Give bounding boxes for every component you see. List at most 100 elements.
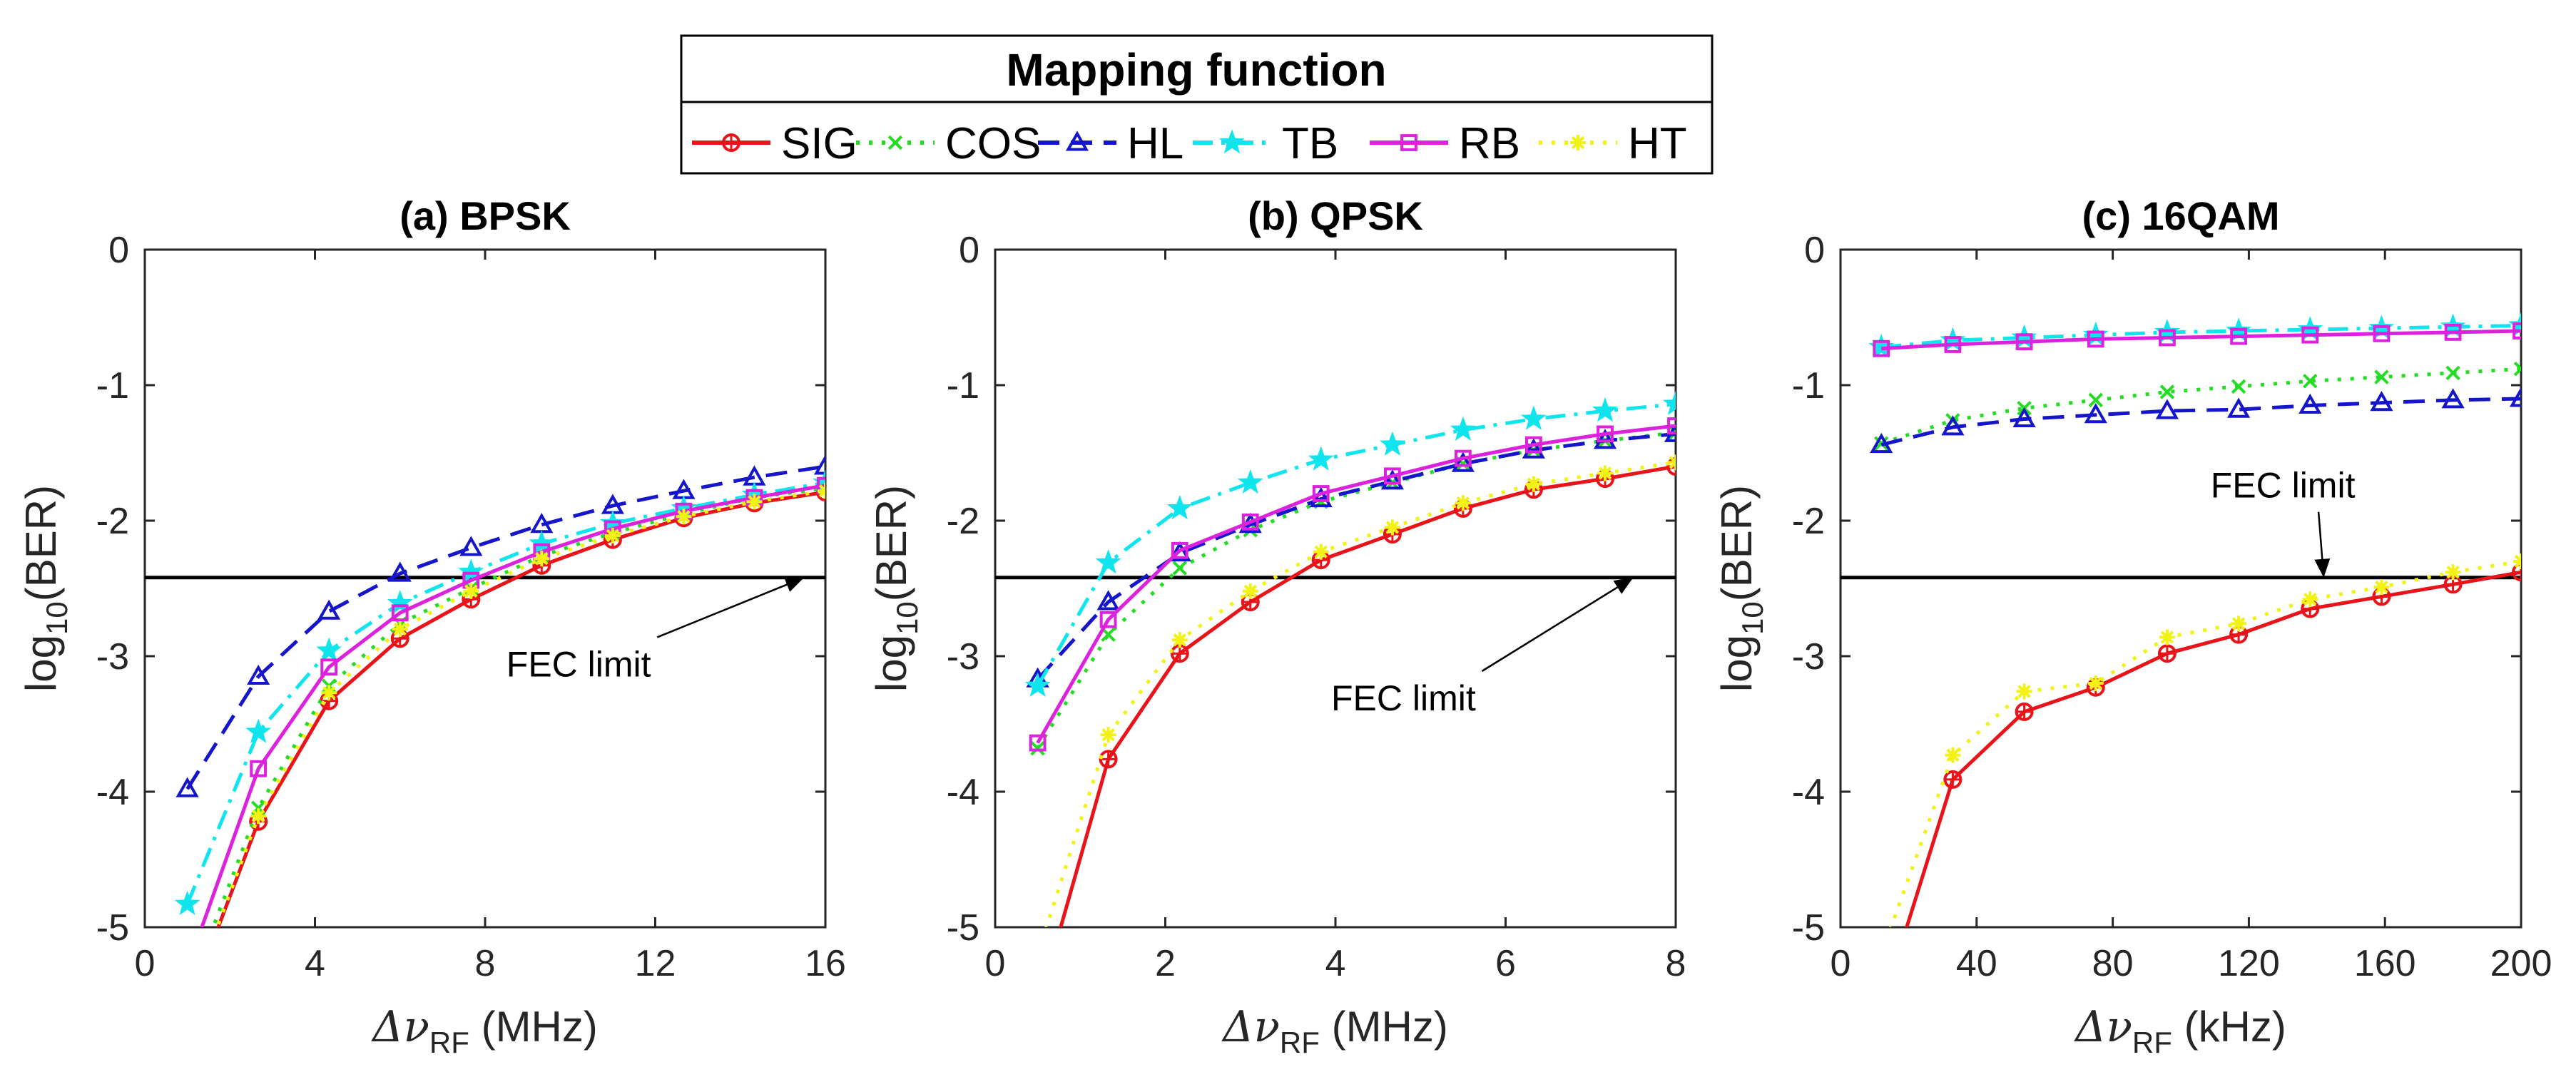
data-point-ht (2445, 564, 2461, 581)
data-point-tb (1520, 405, 1547, 430)
data-point-ht (1100, 727, 1116, 743)
data-point-ht (1525, 476, 1542, 492)
x-tick-label: 120 (2218, 943, 2280, 984)
data-point-rb (2444, 324, 2462, 341)
data-point-sig (1099, 750, 1118, 769)
axis-ticks: 0 40 80 120 160 200 0 -1 -2 -3 -4 -5 (1792, 230, 2552, 984)
axis-ticks: 0 2 4 6 8 0 -1 -2 -3 -4 -5 (947, 230, 1686, 984)
data-point-tb (1663, 390, 1676, 415)
data-point-rb (1171, 541, 1188, 559)
series-ht (180, 483, 825, 1016)
panel-title: (c) 16QAM (2082, 193, 2280, 238)
fec-limit-label: FEC limit (1331, 678, 1476, 718)
fec-limit-arrow (2314, 511, 2331, 578)
series-line-hl (1036, 432, 1676, 680)
panel-title: (b) QPSK (1248, 193, 1423, 238)
panel-16qam: (c) 16QAM 0 40 80 120 160 200 0 -1 -2 -3 -4 -5 log10… (1713, 193, 2552, 1059)
data-point-tb (316, 637, 342, 662)
x-tick-label: 12 (635, 943, 676, 984)
data-point-hl (813, 454, 825, 475)
legend-item-tb: TB (1193, 119, 1338, 168)
y-tick-label: -1 (947, 365, 979, 407)
data-point-rb (1241, 514, 1259, 531)
data-point-hl (1451, 451, 1475, 472)
series-cos (1874, 361, 2521, 451)
series-line-rb (1881, 329, 2521, 351)
data-point-hl (2509, 387, 2521, 407)
legend-label: SIG (781, 119, 857, 168)
series-line-rb (200, 484, 825, 927)
data-point-sig (1943, 770, 1962, 789)
data-point-rb (250, 760, 268, 777)
x-axis-label: ΔνRF (kHz) (2074, 1002, 2286, 1059)
data-point-tb (1166, 495, 1193, 520)
y-axis-label: log10(BER) (867, 485, 924, 692)
y-tick-label: -5 (1792, 907, 1825, 949)
fec-limit-label: FEC limit (506, 645, 651, 685)
data-point-rb (1312, 485, 1330, 502)
series-group (1868, 312, 2521, 1016)
y-tick-label: -3 (1792, 636, 1825, 678)
data-point-tb (174, 890, 200, 915)
data-point-ht (250, 808, 267, 825)
series-group (1024, 390, 1676, 962)
series-line-hl (1880, 397, 2521, 447)
data-point-hl (1941, 415, 1965, 436)
plot-area-frame (143, 248, 827, 929)
legend-swatch-marker (722, 133, 740, 152)
y-tick-label: -1 (96, 365, 129, 407)
x-tick-label: 80 (2092, 943, 2134, 984)
data-point-ht (746, 494, 763, 510)
series-tb (174, 469, 825, 915)
legend-item-rb: RB (1370, 119, 1520, 168)
data-point-hl (1168, 541, 1191, 562)
x-tick-label: 160 (2354, 943, 2416, 984)
data-point-ht (1030, 946, 1046, 962)
data-point-tb (1095, 549, 1121, 574)
data-point-hl (2084, 403, 2107, 424)
legend-swatch-marker (887, 135, 903, 150)
y-axis-label: log10(BER) (17, 485, 73, 692)
data-point-tb (245, 718, 272, 743)
series-line-tb (1036, 402, 1676, 688)
data-point-rb (180, 961, 195, 975)
legend-label: HL (1127, 119, 1183, 168)
legend-swatch-marker (1400, 134, 1417, 151)
series-line-sig (1905, 570, 2521, 927)
data-point-hl (1380, 469, 1404, 490)
series-line-ht (1889, 559, 2521, 927)
legend-label: COS (945, 119, 1041, 168)
data-point-cos (2513, 361, 2521, 377)
data-point-ht (2373, 579, 2390, 596)
data-point-sig (2157, 644, 2177, 663)
data-point-hl (2441, 388, 2465, 409)
data-point-sig (2512, 563, 2521, 582)
legend-entries: SIG COS HL TB RB HT (692, 119, 1687, 168)
data-point-rb (2230, 327, 2247, 345)
data-point-ht (180, 1001, 195, 1016)
series-rb (1029, 417, 1676, 752)
data-point-rb (2087, 330, 2104, 348)
y-tick-label: -2 (1792, 501, 1825, 542)
plot-area-frame (994, 248, 1677, 929)
series-line-sig (1059, 464, 1676, 927)
data-point-rb (1944, 336, 1962, 353)
data-point-ht (1313, 543, 1329, 560)
data-point-cos (1172, 561, 1187, 576)
data-point-ht (392, 621, 408, 637)
x-tick-label: 2 (1155, 943, 1176, 984)
data-point-hl (459, 536, 483, 556)
y-tick-label: 0 (959, 230, 979, 271)
legend-label: HT (1628, 119, 1687, 168)
series-line-tb (1880, 323, 2521, 349)
x-tick-label: 200 (2490, 943, 2552, 984)
data-point-rb (2159, 329, 2176, 347)
data-point-cos (2445, 365, 2460, 381)
series-hl (1026, 422, 1676, 688)
data-point-ht (2231, 616, 2247, 632)
data-point-sig (1873, 1001, 1889, 1016)
series-ht (1889, 553, 2521, 927)
data-point-rb (320, 658, 338, 676)
data-point-ht (1945, 747, 1961, 763)
